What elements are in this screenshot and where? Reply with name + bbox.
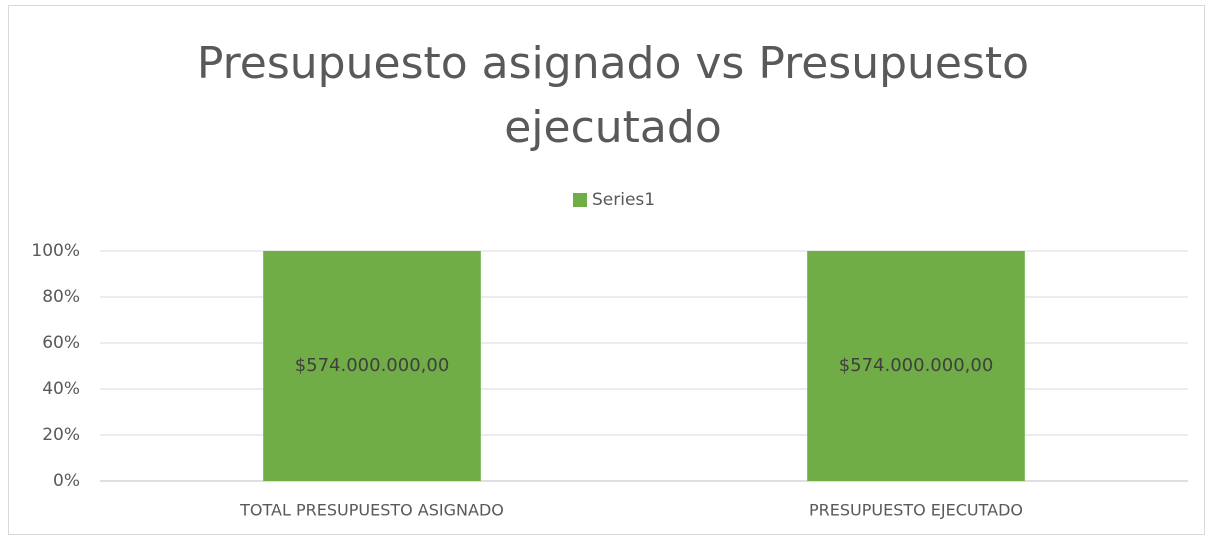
legend-label: Series1 <box>592 190 655 210</box>
legend-swatch <box>573 193 587 207</box>
x-tick-label: PRESUPUESTO EJECUTADO <box>809 501 1023 520</box>
data-label: $574.000.000,00 <box>295 355 450 376</box>
chart-title: ejecutado <box>504 102 722 153</box>
y-tick-label: 40% <box>42 379 80 399</box>
y-tick-label: 80% <box>42 287 80 307</box>
y-tick-label: 100% <box>31 241 80 261</box>
x-tick-label: TOTAL PRESUPUESTO ASIGNADO <box>239 501 504 520</box>
y-tick-label: 60% <box>42 333 80 353</box>
bar <box>807 251 1025 481</box>
y-tick-label: 20% <box>42 425 80 445</box>
bar <box>263 251 481 481</box>
data-label: $574.000.000,00 <box>839 355 994 376</box>
y-tick-label: 0% <box>53 471 80 491</box>
chart-title: Presupuesto asignado vs Presupuesto <box>197 38 1029 89</box>
